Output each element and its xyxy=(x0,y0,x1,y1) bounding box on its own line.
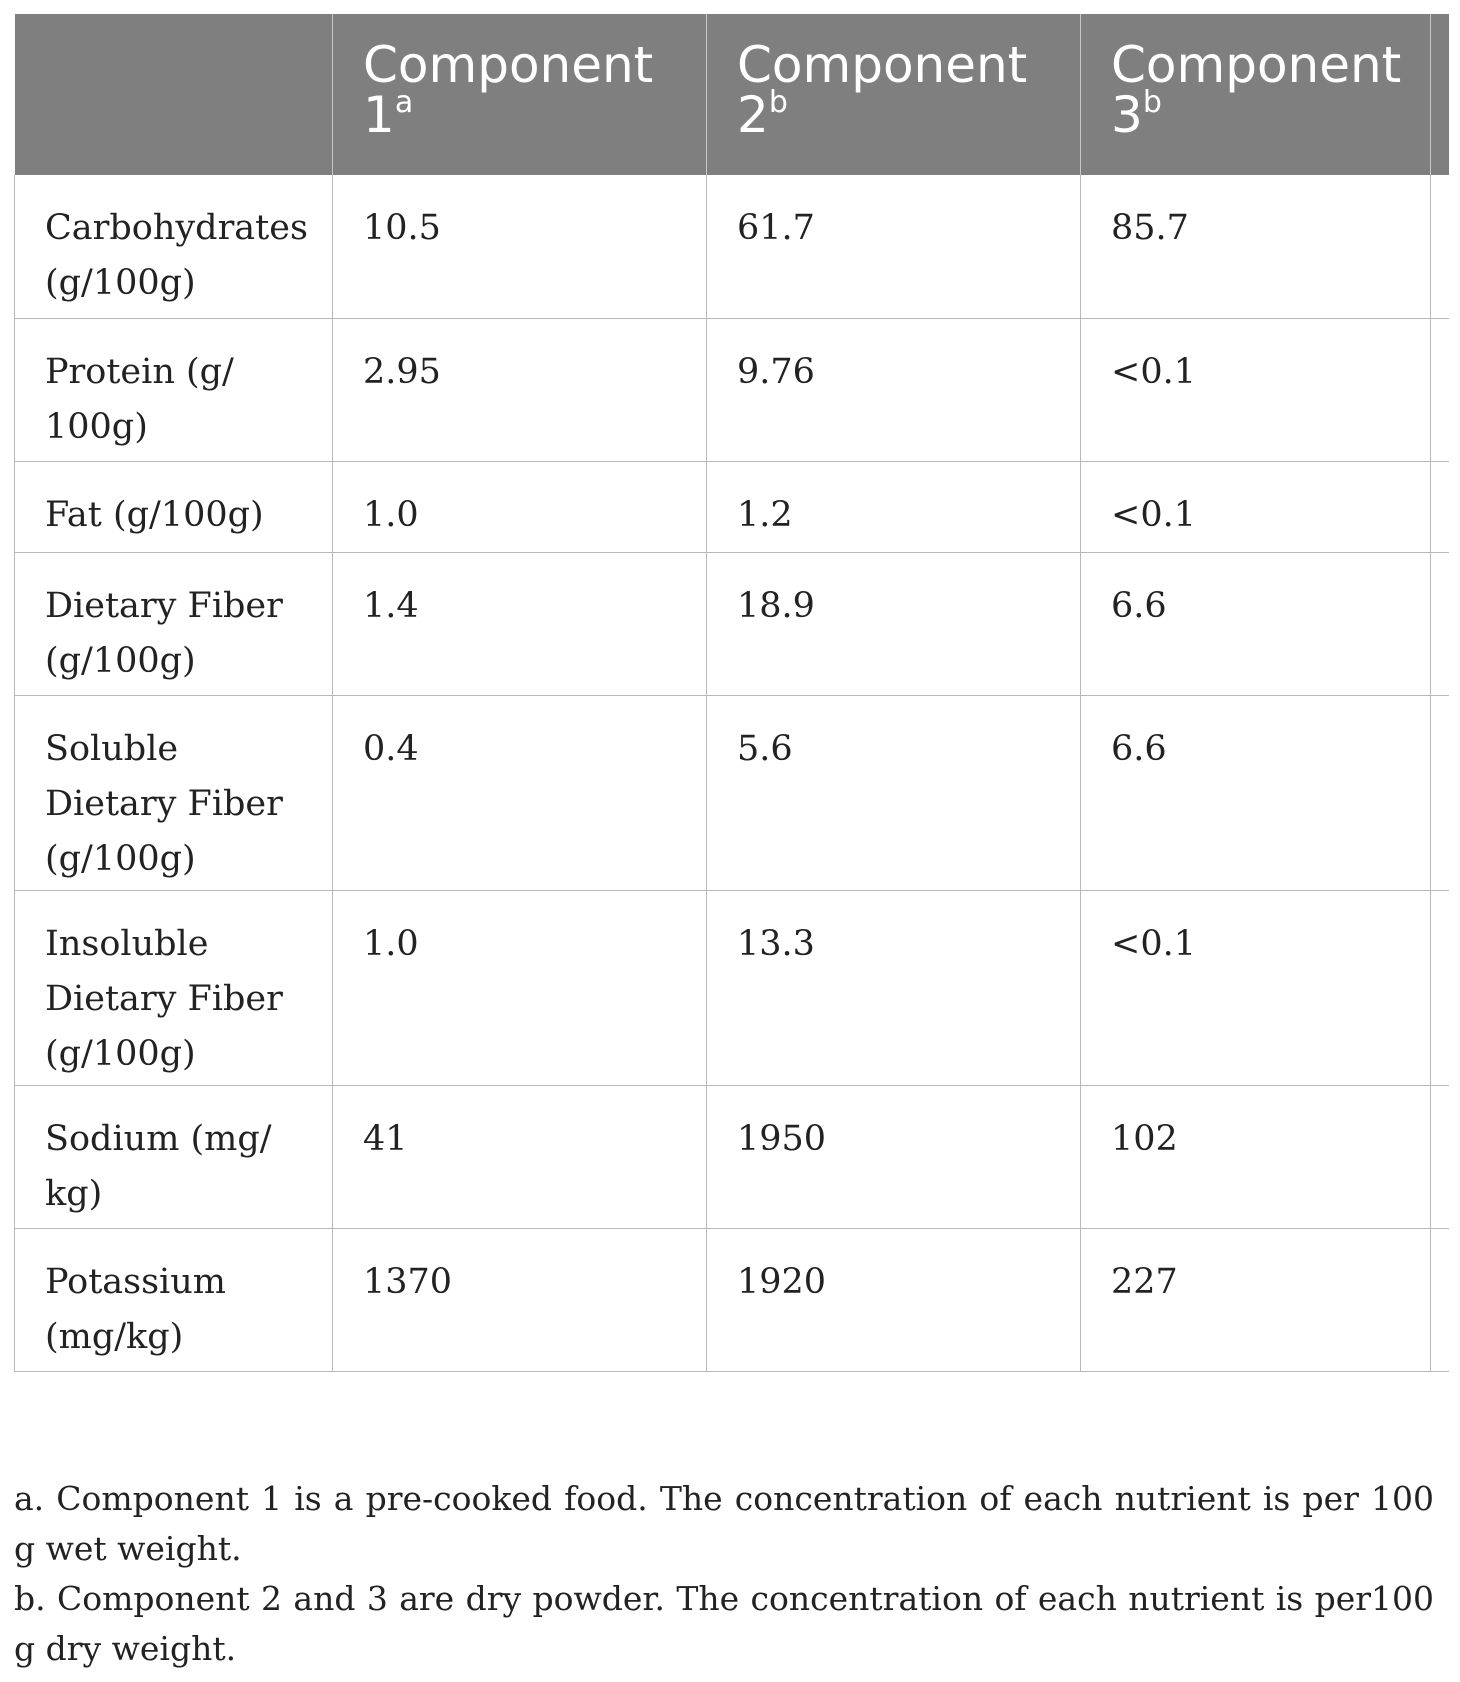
table-cell: 1.0 xyxy=(332,890,707,1086)
table-cell: <0.1 xyxy=(1080,461,1431,553)
table-cell: 102 xyxy=(1080,1085,1431,1229)
row-edge xyxy=(1430,890,1449,1086)
table-cell: 13.3 xyxy=(706,890,1081,1086)
table-row: Soluble Dietary Fiber (g/100g) 0.4 5.6 6… xyxy=(14,695,1449,891)
row-edge xyxy=(1430,318,1449,462)
header-cell-component-3: Component 3b xyxy=(1080,14,1431,175)
table-cell: 2.95 xyxy=(332,318,707,462)
table-cell: 1.0 xyxy=(332,461,707,553)
table-row: Fat (g/100g) 1.0 1.2 <0.1 xyxy=(14,461,1449,553)
header-label: Component 2 xyxy=(737,36,1028,144)
row-label: Dietary Fiber (g/100g) xyxy=(14,552,333,696)
header-footnote-mark: b xyxy=(1142,85,1162,121)
table-row: Insoluble Dietary Fiber (g/100g) 1.0 13.… xyxy=(14,890,1449,1086)
header-cell-component-2: Component 2b xyxy=(706,14,1081,175)
header-footnote-mark: b xyxy=(768,85,788,121)
table-row: Carbohydrates (g/100g) 10.5 61.7 85.7 xyxy=(14,175,1449,319)
header-row: Component 1a Component 2b Component 3b xyxy=(14,14,1449,175)
row-edge xyxy=(1430,1228,1449,1372)
header-edge xyxy=(1430,14,1449,175)
table-cell: 1950 xyxy=(706,1085,1081,1229)
table-cell: 18.9 xyxy=(706,552,1081,696)
footnote-a: a. Component 1 is a pre-cooked food. The… xyxy=(14,1479,1434,1568)
table-cell: 41 xyxy=(332,1085,707,1229)
row-edge xyxy=(1430,175,1449,319)
table-row: Sodium (mg/ kg) 41 1950 102 xyxy=(14,1085,1449,1229)
row-label: Soluble Dietary Fiber (g/100g) xyxy=(14,695,333,891)
table-cell: 1.4 xyxy=(332,552,707,696)
table-header: Component 1a Component 2b Component 3b xyxy=(14,14,1449,175)
table-body: Carbohydrates (g/100g) 10.5 61.7 85.7 Pr… xyxy=(14,175,1449,1372)
table-cell: 6.6 xyxy=(1080,695,1431,891)
table-cell: 61.7 xyxy=(706,175,1081,319)
row-edge xyxy=(1430,695,1449,891)
header-footnote-mark: a xyxy=(394,85,414,121)
table-row: Dietary Fiber (g/100g) 1.4 18.9 6.6 xyxy=(14,552,1449,696)
row-edge xyxy=(1430,552,1449,696)
header-label: Component 1 xyxy=(363,36,654,144)
row-label: Fat (g/100g) xyxy=(14,461,333,553)
table-row: Protein (g/ 100g) 2.95 9.76 <0.1 xyxy=(14,318,1449,462)
row-label: Insoluble Dietary Fiber (g/100g) xyxy=(14,890,333,1086)
row-label: Protein (g/ 100g) xyxy=(14,318,333,462)
table-cell: <0.1 xyxy=(1080,890,1431,1086)
table-cell: 0.4 xyxy=(332,695,707,891)
table-cell: 1.2 xyxy=(706,461,1081,553)
table-cell: 1920 xyxy=(706,1228,1081,1372)
row-label: Carbohydrates (g/100g) xyxy=(14,175,333,319)
table-cell: 1370 xyxy=(332,1228,707,1372)
footnote-b: b. Component 2 and 3 are dry powder. The… xyxy=(14,1579,1434,1668)
table-cell: 5.6 xyxy=(706,695,1081,891)
table-cell: 6.6 xyxy=(1080,552,1431,696)
row-label: Potassium (mg/kg) xyxy=(14,1228,333,1372)
table-cell: 10.5 xyxy=(332,175,707,319)
nutrient-table: Component 1a Component 2b Component 3b C… xyxy=(14,14,1449,1372)
header-cell-blank xyxy=(14,14,333,175)
table-cell: 227 xyxy=(1080,1228,1431,1372)
table-cell: <0.1 xyxy=(1080,318,1431,462)
table-cell: 85.7 xyxy=(1080,175,1431,319)
header-cell-component-1: Component 1a xyxy=(332,14,707,175)
table-row: Potassium (mg/kg) 1370 1920 227 xyxy=(14,1228,1449,1372)
table-cell: 9.76 xyxy=(706,318,1081,462)
row-label: Sodium (mg/ kg) xyxy=(14,1085,333,1229)
header-label: Component 3 xyxy=(1111,36,1402,144)
row-edge xyxy=(1430,1085,1449,1229)
row-edge xyxy=(1430,461,1449,553)
table-footnotes: a. Component 1 is a pre-cooked food. The… xyxy=(14,1474,1434,1674)
